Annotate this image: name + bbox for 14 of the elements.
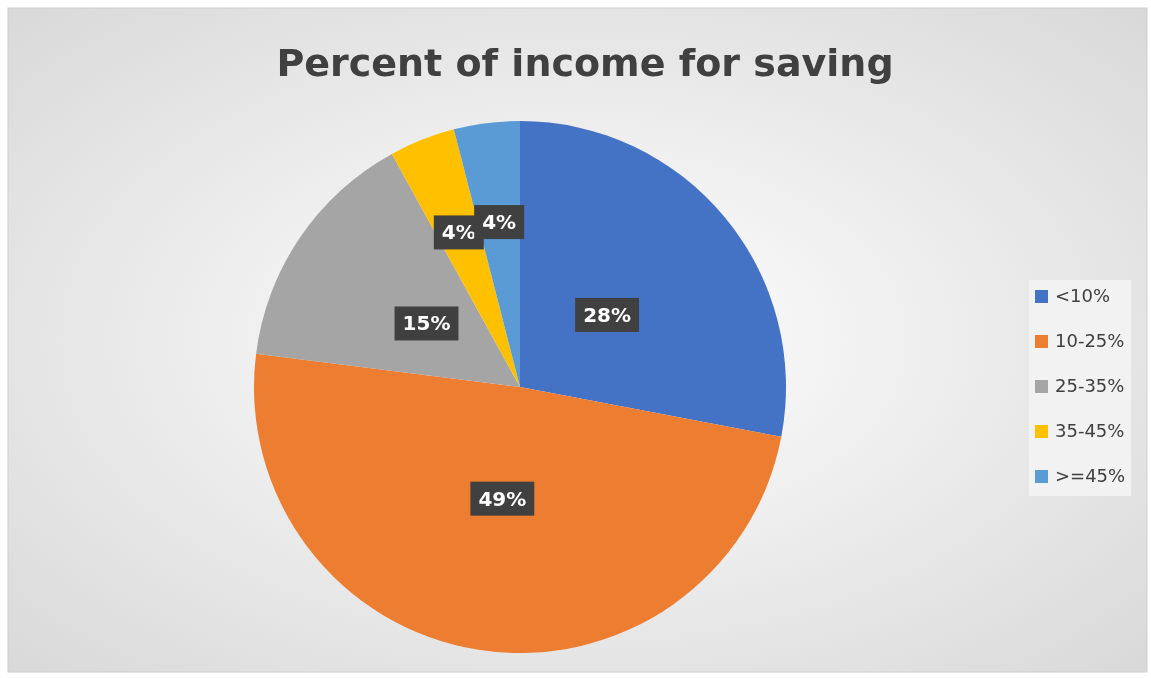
data-label: 4% xyxy=(441,220,476,245)
legend-label: <10% xyxy=(1055,285,1111,307)
legend-label: >=45% xyxy=(1055,465,1126,487)
data-label: 4% xyxy=(482,210,517,235)
data-label: 49% xyxy=(478,486,527,511)
data-label: 15% xyxy=(402,311,451,336)
pie-slice xyxy=(256,153,520,387)
pie-slice xyxy=(254,353,782,653)
legend-label: 35-45% xyxy=(1055,420,1125,442)
legend-label: 25-35% xyxy=(1055,375,1125,397)
legend-label: 10-25% xyxy=(1055,330,1125,352)
chart-title: Percent of income for saving xyxy=(276,41,894,85)
data-label: 28% xyxy=(583,302,632,327)
pie-slice xyxy=(520,121,786,437)
